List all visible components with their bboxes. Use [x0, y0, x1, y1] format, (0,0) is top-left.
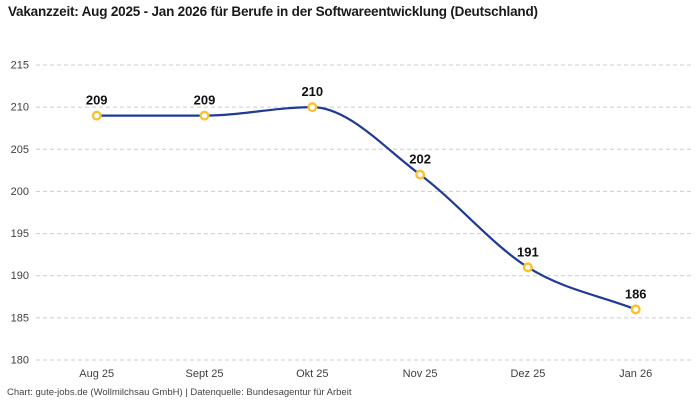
x-axis-tick-label: Nov 25 — [403, 368, 438, 380]
data-point-marker — [522, 262, 533, 273]
x-axis-tick-label: Aug 25 — [79, 368, 114, 380]
data-point-label: 191 — [517, 244, 539, 259]
data-point-label: 210 — [301, 84, 323, 99]
chart-footer: Chart: gute-jobs.de (Wollmilchsau GmbH) … — [7, 387, 352, 398]
y-axis-tick-label: 200 — [11, 186, 29, 198]
data-point-label: 186 — [625, 286, 647, 301]
x-axis-tick-label: Okt 25 — [296, 368, 328, 380]
y-axis-tick-label: 185 — [11, 312, 29, 324]
data-line — [95, 105, 637, 311]
y-axis-tick-label: 210 — [11, 102, 29, 114]
y-axis-tick-label: 195 — [11, 228, 29, 240]
data-point-label: 202 — [409, 152, 431, 167]
y-axis-tick-label: 215 — [11, 60, 29, 72]
y-axis-tick-label: 190 — [11, 270, 29, 282]
data-point-marker — [91, 110, 102, 121]
data-point-marker — [415, 169, 426, 180]
x-axis-tick-label: Dez 25 — [510, 368, 545, 380]
y-axis-tick-label: 180 — [11, 355, 29, 367]
x-axis-tick-label: Jan 26 — [619, 368, 652, 380]
data-point-marker — [307, 102, 318, 113]
data-point-marker — [630, 304, 641, 315]
chart-title: Vakanzzeit: Aug 2025 - Jan 2026 für Beru… — [8, 4, 538, 19]
data-point-marker — [199, 110, 210, 121]
data-point-label: 209 — [86, 93, 108, 108]
y-axis-tick-label: 205 — [11, 144, 29, 156]
x-axis-tick-label: Sept 25 — [186, 368, 224, 380]
data-point-label: 209 — [194, 93, 216, 108]
